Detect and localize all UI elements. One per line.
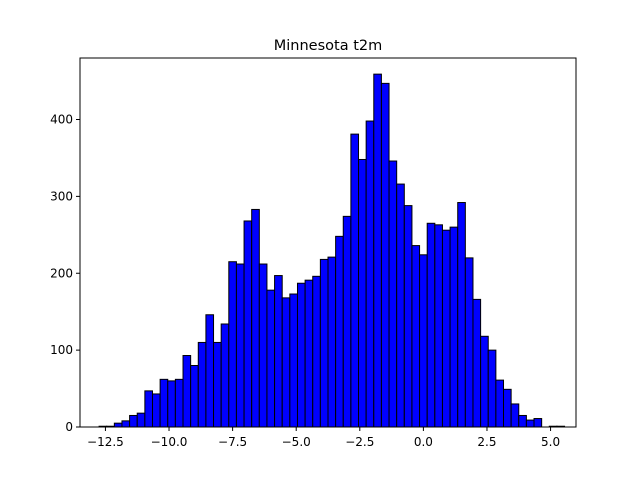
histogram-bar [296, 282, 306, 428]
histogram-bar [281, 297, 291, 428]
histogram-bar [449, 226, 459, 428]
histogram-bar [335, 235, 344, 428]
y-tick-label: 0 [65, 420, 73, 434]
histogram-bar [151, 393, 161, 428]
histogram-bar [380, 82, 390, 428]
x-tick-label: −12.5 [87, 435, 124, 449]
histogram-bar [495, 379, 505, 428]
histogram-bar [205, 314, 215, 428]
histogram-bar [457, 202, 466, 428]
x-tick-label: −10.0 [151, 435, 188, 449]
histogram-bar [266, 289, 276, 428]
histogram-bar [396, 183, 405, 428]
histogram-bar [388, 160, 398, 428]
histogram-bar [228, 261, 237, 428]
x-tick-label: −5.0 [282, 435, 311, 449]
x-tick-label: 2.5 [477, 435, 496, 449]
histogram-bar [403, 205, 413, 428]
histogram-bar [510, 403, 520, 428]
histogram-bar [312, 275, 321, 428]
histogram-bar [365, 120, 375, 428]
histogram-bar [144, 390, 153, 428]
histogram-bar [441, 229, 451, 428]
histogram-bar [487, 349, 497, 428]
y-tick-label: 400 [50, 113, 73, 127]
histogram-bar [464, 257, 474, 428]
chart-title: Minnesota t2m [274, 38, 382, 54]
histogram-bar [426, 222, 436, 428]
histogram-bar [518, 414, 527, 428]
histogram-bar [113, 422, 123, 428]
x-tick-label: 0.0 [414, 435, 433, 449]
x-tick-label: 5.0 [541, 435, 560, 449]
histogram-bar [327, 256, 337, 428]
histogram-bar [480, 335, 489, 428]
histogram-bar [159, 378, 169, 428]
histogram-bar [434, 224, 443, 428]
y-axis: 0 100 200 300 400 [50, 113, 80, 434]
y-tick-label: 300 [50, 189, 73, 203]
x-tick-label: −7.5 [218, 435, 247, 449]
histogram-bar [220, 323, 230, 428]
y-tick-label: 200 [50, 266, 73, 280]
histogram-bar [213, 341, 222, 428]
histogram-bar [525, 419, 535, 428]
histogram-bar [503, 388, 512, 428]
histogram-bar [274, 275, 283, 428]
histogram-bar [129, 414, 138, 428]
histogram-bar [190, 365, 199, 428]
y-tick-label: 100 [50, 343, 73, 357]
histogram-bar [167, 380, 176, 428]
histogram-bar [121, 420, 131, 428]
histogram-bar [243, 220, 253, 428]
histogram-bar [304, 279, 314, 428]
histogram-bar [197, 341, 207, 428]
histogram-bar [533, 418, 543, 428]
histogram-bar [419, 254, 428, 428]
histogram-bar [319, 258, 329, 428]
histogram-bar [373, 73, 382, 428]
histogram-bar [235, 263, 245, 428]
histogram-bar [472, 298, 482, 428]
histogram-bar [182, 355, 192, 428]
histogram-bar [411, 245, 421, 428]
histogram-bar [251, 208, 260, 428]
histogram-bar [342, 215, 352, 428]
x-tick-label: −2.5 [345, 435, 374, 449]
x-axis: −12.5 −10.0 −7.5 −5.0 −2.5 0.0 2.5 5.0 [87, 427, 560, 449]
histogram-bar [258, 263, 268, 428]
histogram-bar [136, 412, 146, 428]
histogram-bar [289, 293, 298, 428]
plot-area-frame [79, 57, 577, 428]
histogram-bar [350, 133, 360, 428]
histogram-bar [174, 378, 184, 428]
histogram-bar [358, 158, 367, 428]
